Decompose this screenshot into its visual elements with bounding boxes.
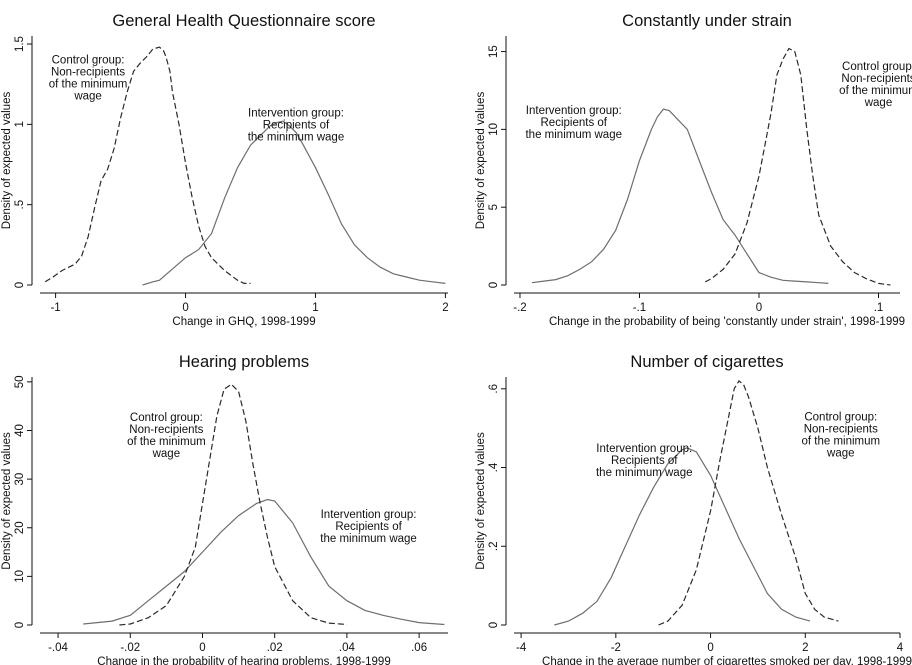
y-tick-label: 40: [14, 424, 26, 437]
x-tick-label: 2: [442, 302, 448, 314]
x-axis-title: Change in the probability of hearing pro…: [97, 656, 390, 665]
x-axis-title: Change in GHQ, 1998-1999: [172, 316, 315, 328]
solid-density-curve: [83, 498, 445, 626]
group-annotation-line: Control group:: [804, 411, 877, 423]
x-tick-label: 0: [756, 302, 762, 314]
panel-title: Constantly under strain: [622, 12, 792, 30]
group-annotation-line: wage: [73, 90, 102, 102]
y-tick-label: 10: [488, 123, 500, 136]
panel-cigarettes: Number of cigarettes -4 -2 0 2 4 0 .2 .4 .6 Change…: [475, 353, 912, 665]
group-annotation-line: Intervention group:: [596, 443, 692, 455]
y-tick-label: .2: [488, 541, 500, 551]
panel-under-strain: Constantly under strain -.2 -.1 0 .1 0 5 10 15 Ch…: [475, 12, 912, 328]
group-annotation-line: the minimum wage: [596, 467, 693, 479]
group-annotation-line: Control group:: [842, 61, 912, 73]
x-tick-label: -4: [516, 642, 527, 654]
dashed-density-curve: [704, 47, 891, 286]
group-annotation-line: Recipients of: [611, 455, 678, 467]
group-annotation-line: Recipients of: [263, 119, 330, 131]
y-tick-label: 10: [14, 570, 26, 583]
x-tick-label: -.04: [48, 642, 68, 654]
group-annotation-line: the minimum wage: [320, 533, 417, 545]
group-annotation-line: of the minimum: [127, 436, 206, 448]
y-tick-label: 1: [14, 121, 26, 127]
group-annotation-line: the minimum wage: [525, 129, 622, 141]
x-tick-label: -.1: [633, 302, 646, 314]
group-annotation-line: Recipients of: [541, 117, 608, 129]
group-annotation-line: the minimum wage: [248, 131, 345, 143]
dashed-density-curve: [44, 46, 251, 284]
group-annotation-line: Control group:: [130, 412, 203, 424]
x-tick-label: -2: [611, 642, 621, 654]
y-tick-label: 50: [14, 375, 26, 388]
group-annotation-line: of the minimum: [801, 435, 880, 447]
x-tick-label: .04: [339, 642, 356, 654]
x-axis-title: Change in the average number of cigarett…: [542, 656, 912, 665]
y-tick-label: 0: [14, 282, 26, 288]
x-tick-label: -1: [50, 302, 60, 314]
x-tick-label: -.2: [513, 302, 526, 314]
x-tick-label: 0: [707, 642, 713, 654]
y-axis-title: Density of expected values: [1, 432, 13, 570]
group-annotation-line: wage: [152, 448, 181, 460]
y-tick-label: .4: [488, 462, 500, 472]
x-tick-label: 1: [312, 302, 318, 314]
dashed-density-curve: [658, 379, 839, 626]
x-tick-label: 4: [897, 642, 904, 654]
x-tick-label: 0: [199, 642, 205, 654]
x-tick-label: .02: [267, 642, 283, 654]
panel-ghq-score: General Health Questionnaire score -1 0 1 2 0…: [1, 12, 449, 328]
x-tick-label: 0: [182, 302, 188, 314]
y-tick-label: 0: [488, 282, 500, 288]
group-annotation-line: wage: [864, 97, 893, 109]
group-annotation-line: Non-recipients: [129, 424, 203, 436]
panel-title: Number of cigarettes: [630, 353, 783, 371]
group-annotation-line: Recipients of: [335, 521, 402, 533]
group-annotation-line: wage: [826, 447, 855, 459]
y-tick-label: 1.5: [14, 36, 26, 52]
y-tick-label: 0: [488, 622, 500, 628]
group-annotation-line: Non-recipients: [841, 73, 912, 85]
group-annotation-line: Intervention group:: [321, 509, 417, 521]
y-tick-label: 20: [14, 521, 26, 534]
y-axis-title: Density of expected values: [475, 432, 487, 570]
solid-density-curve: [531, 108, 829, 284]
y-tick-label: .5: [14, 200, 26, 210]
y-axis-title: Density of expected values: [475, 92, 487, 230]
y-tick-label: 5: [488, 204, 500, 210]
group-annotation-line: Intervention group:: [248, 107, 344, 119]
group-annotation-line: Non-recipients: [51, 66, 125, 78]
x-tick-label: 2: [802, 642, 808, 654]
panel-title: Hearing problems: [179, 353, 309, 371]
panel-title: General Health Questionnaire score: [112, 12, 375, 30]
solid-density-curve: [142, 120, 446, 286]
group-annotation-line: of the minimum: [49, 78, 128, 90]
dashed-density-curve: [119, 383, 347, 626]
x-tick-label: -.02: [120, 642, 140, 654]
group-annotation-line: Control group:: [52, 54, 125, 66]
y-tick-label: 15: [488, 45, 500, 58]
x-tick-label: .1: [874, 302, 884, 314]
panel-hearing-problems: Hearing problems -.04 -.02 0 .02 .04 .06 0 10 20 3…: [1, 353, 448, 665]
x-tick-label: .06: [411, 642, 427, 654]
y-tick-label: 0: [14, 622, 26, 628]
group-annotation-line: Intervention group:: [526, 105, 622, 117]
group-annotation-line: of the minimum: [839, 85, 912, 97]
y-axis-title: Density of expected values: [1, 92, 13, 230]
y-tick-label: 30: [14, 473, 26, 486]
y-tick-label: .6: [488, 384, 500, 394]
solid-density-curve: [554, 447, 811, 626]
group-annotation-line: Non-recipients: [804, 423, 878, 435]
x-axis-title: Change in the probability of being 'cons…: [549, 316, 905, 328]
